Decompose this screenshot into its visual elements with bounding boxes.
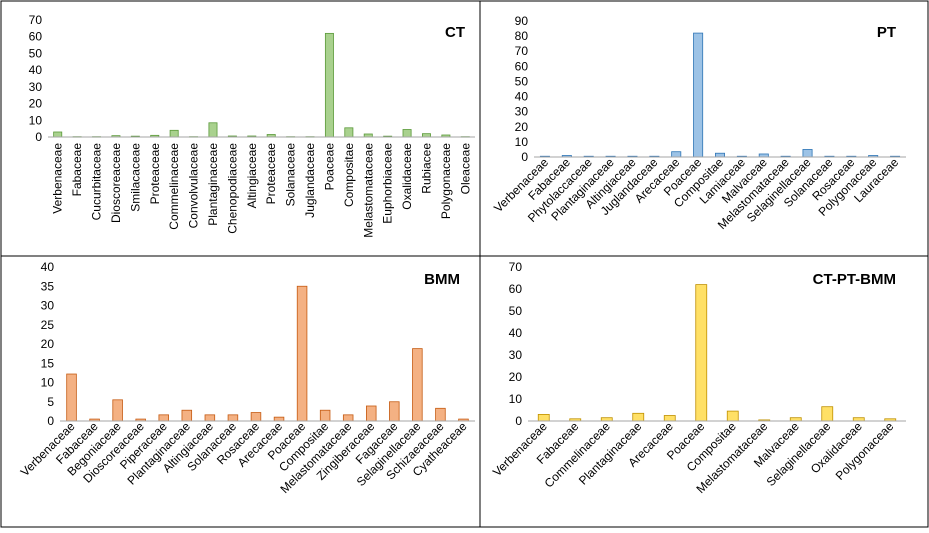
y-tick-label: 40: [509, 326, 523, 340]
bar: [412, 348, 423, 422]
bar: [324, 32, 334, 138]
y-tick-label: 5: [47, 395, 54, 409]
x-tick-label: Commelinaceae: [167, 143, 181, 230]
bar: [319, 409, 331, 422]
x-tick-label: Rubiacee: [419, 143, 433, 194]
y-tick-label: 70: [515, 44, 529, 58]
x-tick-label: Poaceae: [322, 143, 336, 191]
y-tick-label: 20: [29, 97, 43, 111]
x-tick-label: Dioscoreaceae: [109, 143, 123, 223]
x-tick-label: Oxalidaceae: [400, 143, 414, 210]
x-tick-label: Juglandaceae: [303, 143, 317, 218]
bar: [402, 129, 412, 138]
y-tick-label: 30: [509, 348, 523, 362]
y-tick-label: 70: [509, 260, 523, 274]
bar: [435, 407, 446, 422]
y-tick-label: 20: [515, 120, 529, 134]
x-tick-label: Oleaceae: [458, 143, 472, 195]
y-tick-label: 50: [29, 46, 43, 60]
x-tick-label: Compositae: [342, 143, 356, 207]
y-tick-label: 40: [41, 260, 55, 274]
y-tick-label: 0: [515, 414, 522, 428]
bar: [366, 405, 377, 422]
y-tick-label: 10: [41, 376, 55, 390]
y-tick-label: 10: [515, 135, 529, 149]
x-tick-label: Polygonaceae: [439, 143, 453, 219]
chart-panel: 0 10 20 30 40 50 60 70 Verbenaceae Fabaceae Cucurb…: [29, 13, 475, 238]
x-tick-label: Altingiaceae: [245, 143, 259, 209]
y-tick-label: 60: [515, 59, 529, 73]
x-tick-label: Convolvulaceae: [187, 143, 201, 229]
y-tick-label: 40: [515, 90, 529, 104]
bar: [53, 131, 63, 138]
bar: [112, 399, 123, 422]
y-tick-label: 50: [509, 304, 523, 318]
x-tick-label: Verbenaceae: [51, 143, 65, 214]
chart-title: BMM: [424, 271, 460, 288]
bar: [296, 285, 308, 422]
y-tick-label: 0: [47, 414, 54, 428]
y-tick-label: 25: [41, 318, 55, 332]
y-tick-label: 50: [515, 74, 529, 88]
y-tick-label: 60: [509, 282, 523, 296]
y-tick-label: 0: [521, 150, 528, 164]
bar: [695, 284, 708, 422]
y-tick-label: 20: [509, 370, 523, 384]
y-tick-label: 80: [515, 29, 529, 43]
x-tick-label: Proteaceae: [148, 143, 162, 205]
bar: [821, 406, 834, 422]
x-tick-label: Solanaceae: [284, 143, 298, 207]
x-tick-label: Euphorbiaceae: [381, 143, 395, 224]
y-tick-label: 30: [29, 80, 43, 94]
y-tick-label: 10: [29, 113, 43, 127]
bar: [66, 373, 77, 422]
bar: [421, 133, 431, 138]
x-tick-label: Cucurbitaceae: [90, 143, 104, 221]
chart-title: PT: [877, 24, 896, 41]
bar: [169, 129, 179, 138]
chart-title: CT-PT-BMM: [813, 271, 896, 288]
y-tick-label: 15: [41, 356, 55, 370]
y-tick-label: 30: [515, 105, 529, 119]
x-tick-label: Proteaceae: [264, 143, 278, 205]
bar: [693, 32, 704, 158]
y-tick-label: 20: [41, 337, 55, 351]
bar: [208, 122, 218, 138]
x-tick-label: Smilacaceae: [128, 143, 142, 212]
x-tick-label: Plantaginaceae: [206, 143, 220, 226]
x-tick-label: Fabaceae: [70, 143, 84, 197]
y-tick-label: 0: [35, 130, 42, 144]
y-tick-label: 35: [41, 279, 55, 293]
bar: [181, 409, 193, 422]
y-tick-label: 30: [41, 299, 55, 313]
y-tick-label: 40: [29, 63, 43, 77]
y-tick-label: 10: [509, 392, 523, 406]
y-tick-label: 70: [29, 13, 43, 27]
y-tick-label: 90: [515, 14, 529, 28]
bar: [389, 401, 400, 422]
x-tick-label: Chenopodiaceae: [225, 143, 239, 234]
bar: [344, 127, 354, 138]
chart-title: CT: [445, 24, 465, 41]
x-tick-label: Melastomataceae: [361, 143, 375, 238]
y-tick-label: 60: [29, 30, 43, 44]
